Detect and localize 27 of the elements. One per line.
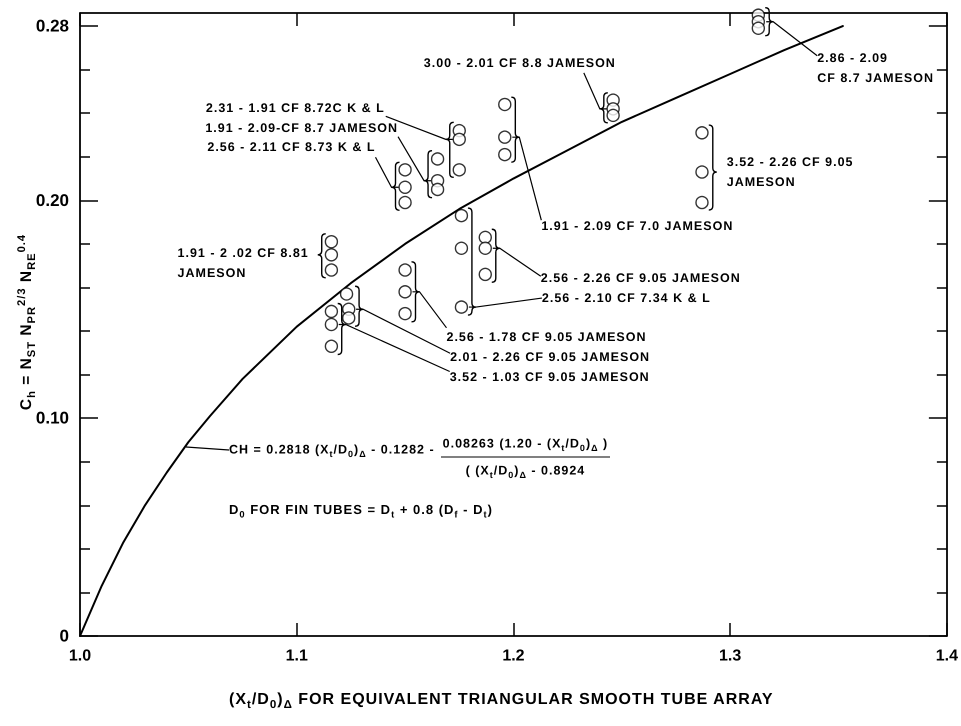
annotation: 1.91 - 2.09 CF 7.0 JAMESON — [541, 218, 734, 236]
y-tick-label: 0.20 — [36, 190, 69, 210]
x-tick-label: 1.3 — [719, 648, 742, 664]
annotation: 1.91 - 2 .02 CF 8.81 JAMESON — [178, 244, 309, 282]
x-tick-label: 1.2 — [502, 648, 525, 664]
annotation: 2.56 - 2.26 CF 9.05 JAMESON — [540, 270, 741, 288]
annotation: 0.08263 (1.20 - (X$_{t}$/D$_{0}$)$_{Δ}$ ) — [440, 434, 610, 458]
annotation: 2.56 - 2.10 CF 7.34 K & L — [542, 290, 711, 308]
annotation: 3.52 - 2.26 CF 9.05 JAMESON — [726, 154, 854, 192]
x-tick-label: 1.1 — [286, 648, 308, 664]
annotation: 1.91 - 2.09-CF 8.7 JAMESON — [205, 120, 398, 137]
x-tick-label: 1.0 — [68, 648, 92, 664]
annotation: 2.31 - 1.91 CF 8.72C K & L — [206, 100, 385, 118]
x-axis-title: (X$_{t}$/D$_{0}$)$_{Δ}$ FOR EQUIVALENT TRIANGULAR SMOOTH TUBE ARRAY — [229, 691, 774, 712]
x-tick-label: 1.4 — [936, 648, 958, 664]
annotation: 2.01 - 2.26 CF 9.05 JAMESON — [450, 349, 650, 366]
y-tick-label: 0.28 — [36, 16, 69, 36]
annotation: 3.00 - 2.01 CF 8.8 JAMESON — [424, 54, 616, 72]
annotation: ( (X$_{t}$/D$_{0}$)$_{Δ}$ - 0.8924 — [466, 462, 586, 480]
annotation: 3.52 - 1.03 CF 9.05 JAMESON — [450, 368, 650, 386]
annotation: CH = 0.2818 (X$_{t}$/D$_{0}$)$_{Δ}$ - 0.1282 - — [229, 441, 435, 459]
annotation: 2.86 - 2.09 CF 8.7 JAMESON — [817, 50, 934, 87]
y-tick-label: 0.10 — [36, 408, 69, 428]
annotation: 2.56 - 2.11 CF 8.73 K & L — [207, 139, 376, 156]
text: D$_{0}$ FOR FIN TUBES = D$_{t}$ + 0.8 (D$_{f}$ - D$_{t}$) — [229, 502, 493, 520]
annotation: 2.56 - 1.78 CF 9.05 JAMESON — [446, 328, 646, 346]
y-tick-label: 0 — [60, 626, 69, 646]
